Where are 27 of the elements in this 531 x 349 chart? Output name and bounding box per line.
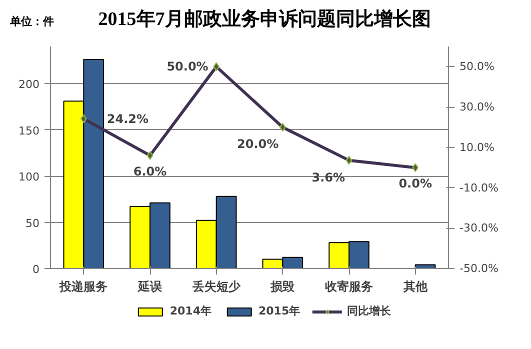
x-tick-label: 投递服务 [58, 280, 108, 294]
chart-title: 2015年7月邮政业务申诉问题同比增长图 [98, 9, 431, 30]
x-tick-label: 丢失短少 [191, 280, 242, 294]
x-tick-label: 延误 [137, 280, 163, 294]
legend-label: 2014年 [170, 304, 212, 318]
data-label: 24.2% [106, 112, 149, 126]
data-label: 50.0% [166, 60, 208, 74]
y2-tick-label: -30.0% [460, 222, 498, 235]
y2-tick-label: -50.0% [460, 262, 498, 275]
text: 单位：件 [10, 14, 54, 30]
y2-tick-label: 10.0% [460, 140, 494, 154]
legend-label: 同比增长 [347, 304, 392, 318]
y-tick-label: 0 [32, 263, 40, 276]
x-tick-label: 其他 [402, 280, 428, 294]
y2-tick-label: 30.0% [460, 100, 494, 114]
data-label: 20.0% [237, 137, 279, 152]
data-label: 6.0% [133, 164, 167, 178]
y2-tick-label: 50.0% [460, 60, 494, 74]
y-tick-label: 150 [18, 124, 40, 138]
y-tick-label: 200 [18, 78, 40, 91]
x-tick-label: 损毁 [270, 280, 296, 294]
data-label: 0.0% [398, 176, 432, 191]
y2-tick-label: -10.0% [460, 181, 498, 194]
x-tick-label: 收寄服务 [325, 280, 373, 294]
legend-label: 2015年 [258, 304, 300, 318]
y-tick-label: 50 [26, 216, 40, 230]
y-tick-label: 100 [18, 170, 40, 184]
